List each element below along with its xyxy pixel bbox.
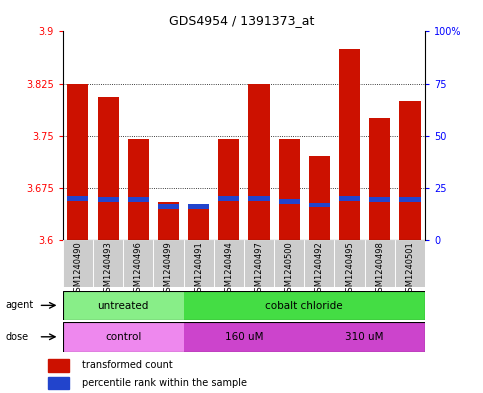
Text: 160 uM: 160 uM: [225, 332, 263, 342]
Bar: [98, 97, 119, 240]
Bar: [188, 208, 209, 240]
Bar: [279, 199, 300, 204]
Bar: [369, 197, 390, 202]
Bar: [123, 240, 154, 287]
Bar: [184, 291, 425, 320]
Text: GSM1240497: GSM1240497: [255, 241, 264, 297]
Text: dose: dose: [6, 332, 29, 342]
Text: GSM1240490: GSM1240490: [73, 241, 83, 297]
Bar: [279, 139, 300, 240]
Bar: [93, 240, 123, 287]
Text: cobalt chloride: cobalt chloride: [266, 301, 343, 310]
Bar: [188, 204, 209, 209]
Bar: [184, 240, 213, 287]
Bar: [309, 202, 330, 208]
Bar: [67, 83, 88, 240]
Bar: [158, 204, 179, 209]
Text: GSM1240498: GSM1240498: [375, 241, 384, 297]
Text: transformed count: transformed count: [82, 360, 172, 370]
Bar: [67, 196, 88, 200]
Text: GSM1240496: GSM1240496: [134, 241, 143, 297]
Bar: [399, 101, 421, 240]
Text: 310 uM: 310 uM: [345, 332, 384, 342]
Bar: [369, 118, 390, 240]
Bar: [48, 377, 69, 389]
Bar: [218, 196, 240, 200]
Bar: [339, 196, 360, 200]
Text: GSM1240499: GSM1240499: [164, 241, 173, 297]
Text: GSM1240501: GSM1240501: [405, 241, 414, 297]
Bar: [48, 359, 69, 372]
Bar: [399, 197, 421, 202]
Bar: [395, 240, 425, 287]
Bar: [244, 240, 274, 287]
Bar: [274, 240, 304, 287]
Bar: [63, 240, 93, 287]
Text: GSM1240493: GSM1240493: [103, 241, 113, 297]
Bar: [154, 240, 184, 287]
Text: GSM1240494: GSM1240494: [224, 241, 233, 297]
Bar: [365, 240, 395, 287]
Bar: [248, 196, 270, 200]
Text: GSM1240500: GSM1240500: [284, 241, 294, 297]
Text: agent: agent: [6, 299, 34, 310]
Text: GDS4954 / 1391373_at: GDS4954 / 1391373_at: [169, 14, 314, 27]
Bar: [248, 83, 270, 240]
Bar: [213, 240, 244, 287]
Bar: [184, 322, 304, 352]
Bar: [128, 197, 149, 202]
Bar: [63, 322, 184, 352]
Bar: [63, 291, 184, 320]
Text: GSM1240495: GSM1240495: [345, 241, 354, 297]
Bar: [218, 139, 240, 240]
Bar: [304, 240, 334, 287]
Text: control: control: [105, 332, 142, 342]
Bar: [128, 139, 149, 240]
Bar: [334, 240, 365, 287]
Bar: [304, 322, 425, 352]
Text: percentile rank within the sample: percentile rank within the sample: [82, 378, 247, 388]
Bar: [158, 202, 179, 240]
Bar: [98, 197, 119, 202]
Bar: [339, 49, 360, 240]
Text: GSM1240492: GSM1240492: [315, 241, 324, 297]
Text: untreated: untreated: [98, 301, 149, 310]
Text: GSM1240491: GSM1240491: [194, 241, 203, 297]
Bar: [309, 156, 330, 240]
